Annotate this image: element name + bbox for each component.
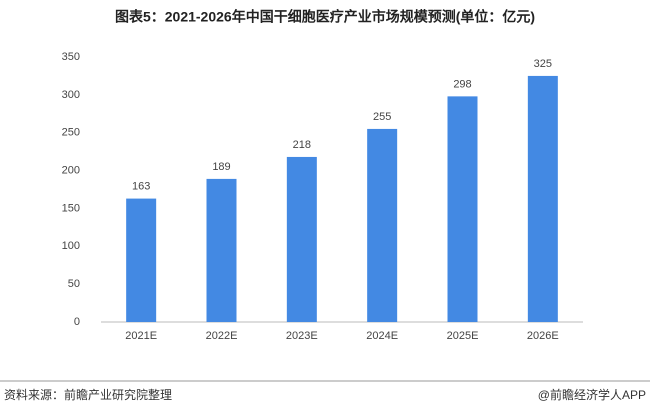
y-tick-label: 300 (62, 89, 80, 101)
credit-note: @前瞻经济学人APP (538, 387, 646, 402)
bar (447, 96, 478, 322)
x-tick-label: 2021E (125, 330, 157, 342)
data-label: 325 (534, 58, 552, 70)
y-tick-label: 200 (62, 164, 80, 176)
bar (126, 198, 157, 322)
bar (527, 75, 558, 322)
y-tick-label: 100 (62, 240, 80, 252)
x-tick-label: 2026E (527, 330, 559, 342)
y-tick-label: 0 (74, 316, 80, 328)
x-tick-label: 2024E (366, 330, 398, 342)
x-tick-label: 2025E (447, 330, 479, 342)
y-tick-label: 250 (62, 127, 80, 139)
bar (367, 128, 398, 322)
x-tick-label: 2022E (206, 330, 238, 342)
data-label: 298 (453, 78, 471, 90)
x-tick-label: 2023E (286, 330, 318, 342)
data-label: 218 (293, 139, 311, 151)
y-tick-label: 350 (62, 51, 80, 63)
bar (206, 178, 237, 322)
source-note: 资料来源：前瞻产业研究院整理 (4, 387, 172, 402)
data-label: 163 (132, 180, 150, 192)
data-label: 189 (212, 161, 230, 173)
y-tick-label: 50 (68, 278, 80, 290)
data-label: 255 (373, 111, 391, 123)
bar (286, 156, 317, 322)
chart-title: 图表5：2021-2026年中国干细胞医疗产业市场规模预测(单位：亿元) (115, 9, 535, 25)
y-tick-label: 150 (62, 202, 80, 214)
